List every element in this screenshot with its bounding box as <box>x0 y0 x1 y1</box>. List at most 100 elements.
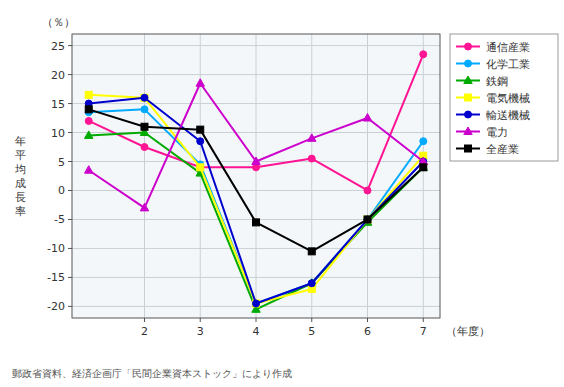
tick-label: 20 <box>51 69 65 82</box>
tick-label: 3 <box>197 325 204 338</box>
legend-marker <box>465 94 472 101</box>
y-axis-label-line: 成 <box>15 177 26 190</box>
data-point <box>196 79 204 87</box>
data-point <box>85 166 93 174</box>
data-point <box>141 123 148 130</box>
data-point <box>197 126 204 133</box>
data-point <box>85 106 92 113</box>
tick <box>256 318 257 322</box>
tick <box>68 190 72 191</box>
data-point <box>364 216 371 223</box>
grid-line <box>144 34 145 318</box>
tick <box>68 306 72 307</box>
tick <box>367 318 368 322</box>
data-point <box>308 134 316 142</box>
plot-area <box>72 34 440 318</box>
x-axis-label: （年度） <box>446 325 490 338</box>
data-point <box>197 164 204 171</box>
grid-line <box>367 34 368 318</box>
data-point <box>364 216 371 223</box>
legend-label: 化学工業 <box>486 58 530 71</box>
tick <box>200 318 201 322</box>
tick-label: 4 <box>253 325 260 338</box>
tick-label: 7 <box>420 325 427 338</box>
data-point <box>252 157 260 165</box>
data-point <box>85 117 92 124</box>
tick-label: 2 <box>141 325 148 338</box>
legend-marker <box>465 43 472 50</box>
legend-label: 鉄鋼 <box>486 75 508 88</box>
data-point <box>420 164 427 171</box>
legend-label: 電気機械 <box>486 92 530 105</box>
data-point <box>85 91 92 98</box>
tick <box>68 219 72 220</box>
legend-label: 全産業 <box>486 143 519 156</box>
source-note: 郵政省資料、経済企画庁「民間企業資本ストック」により作成 <box>12 368 292 379</box>
tick <box>68 161 72 162</box>
series-line <box>89 98 424 304</box>
data-point <box>364 187 371 194</box>
tick-label: 15 <box>51 98 65 111</box>
legend-label: 輸送機械 <box>486 109 530 122</box>
grid-line <box>423 34 424 318</box>
tick <box>423 318 424 322</box>
y-axis-label-line: 平 <box>15 149 26 162</box>
data-point <box>420 51 427 58</box>
tick <box>311 318 312 322</box>
legend-frame <box>450 34 558 161</box>
series-group <box>85 51 428 313</box>
y-axis-label-line: 率 <box>15 205 26 218</box>
tick-label: 0 <box>58 184 65 197</box>
legend-label: 通信産業 <box>486 41 530 54</box>
data-point <box>364 216 371 223</box>
data-point <box>85 131 93 139</box>
legend-marker <box>464 127 472 135</box>
data-point <box>420 138 427 145</box>
data-point <box>140 203 148 211</box>
tick <box>68 45 72 46</box>
legend-marker <box>465 60 472 67</box>
series-line <box>89 109 424 251</box>
y-axis-label-line: 年 <box>15 135 26 148</box>
data-point <box>308 155 315 162</box>
tick-label: 25 <box>51 40 65 53</box>
data-point <box>308 248 315 255</box>
data-point <box>308 280 315 287</box>
tick-label: -15 <box>47 271 65 284</box>
data-point <box>308 280 315 287</box>
series-line <box>89 109 424 303</box>
tick-label: -20 <box>47 300 65 313</box>
data-point <box>141 144 148 151</box>
tick-label: 10 <box>51 127 65 140</box>
tick <box>68 277 72 278</box>
series-line <box>89 95 424 304</box>
chart: -20-15-10-50510152025234567（年度）年平均成長率（％）… <box>0 0 564 387</box>
tick <box>68 74 72 75</box>
tick-label: 5 <box>58 156 65 169</box>
legend-label: 電力 <box>486 126 508 139</box>
legend: 通信産業化学工業鉄鋼電気機械輸送機械電力全産業 <box>450 34 558 161</box>
data-point <box>253 300 260 307</box>
legend-marker <box>464 76 472 84</box>
data-point <box>141 94 148 101</box>
data-point <box>253 219 260 226</box>
tick <box>68 132 72 133</box>
y-axis-label-line: 均 <box>14 163 26 176</box>
data-point <box>253 300 260 307</box>
unit-label: （％） <box>42 16 75 29</box>
data-point <box>197 164 204 171</box>
data-point <box>141 94 148 101</box>
tick <box>144 318 145 322</box>
data-point <box>253 300 260 307</box>
tick-label: -10 <box>47 242 65 255</box>
legend-marker <box>465 145 472 152</box>
legend-marker <box>465 111 472 118</box>
data-point <box>197 138 204 145</box>
series-line <box>89 83 424 208</box>
tick-label: -5 <box>54 213 65 226</box>
y-axis-label-line: 長 <box>15 191 26 204</box>
y-axis-label: 年平均成長率 <box>14 135 26 218</box>
data-point <box>141 106 148 113</box>
grid-line <box>256 34 257 318</box>
series-line <box>89 133 424 310</box>
